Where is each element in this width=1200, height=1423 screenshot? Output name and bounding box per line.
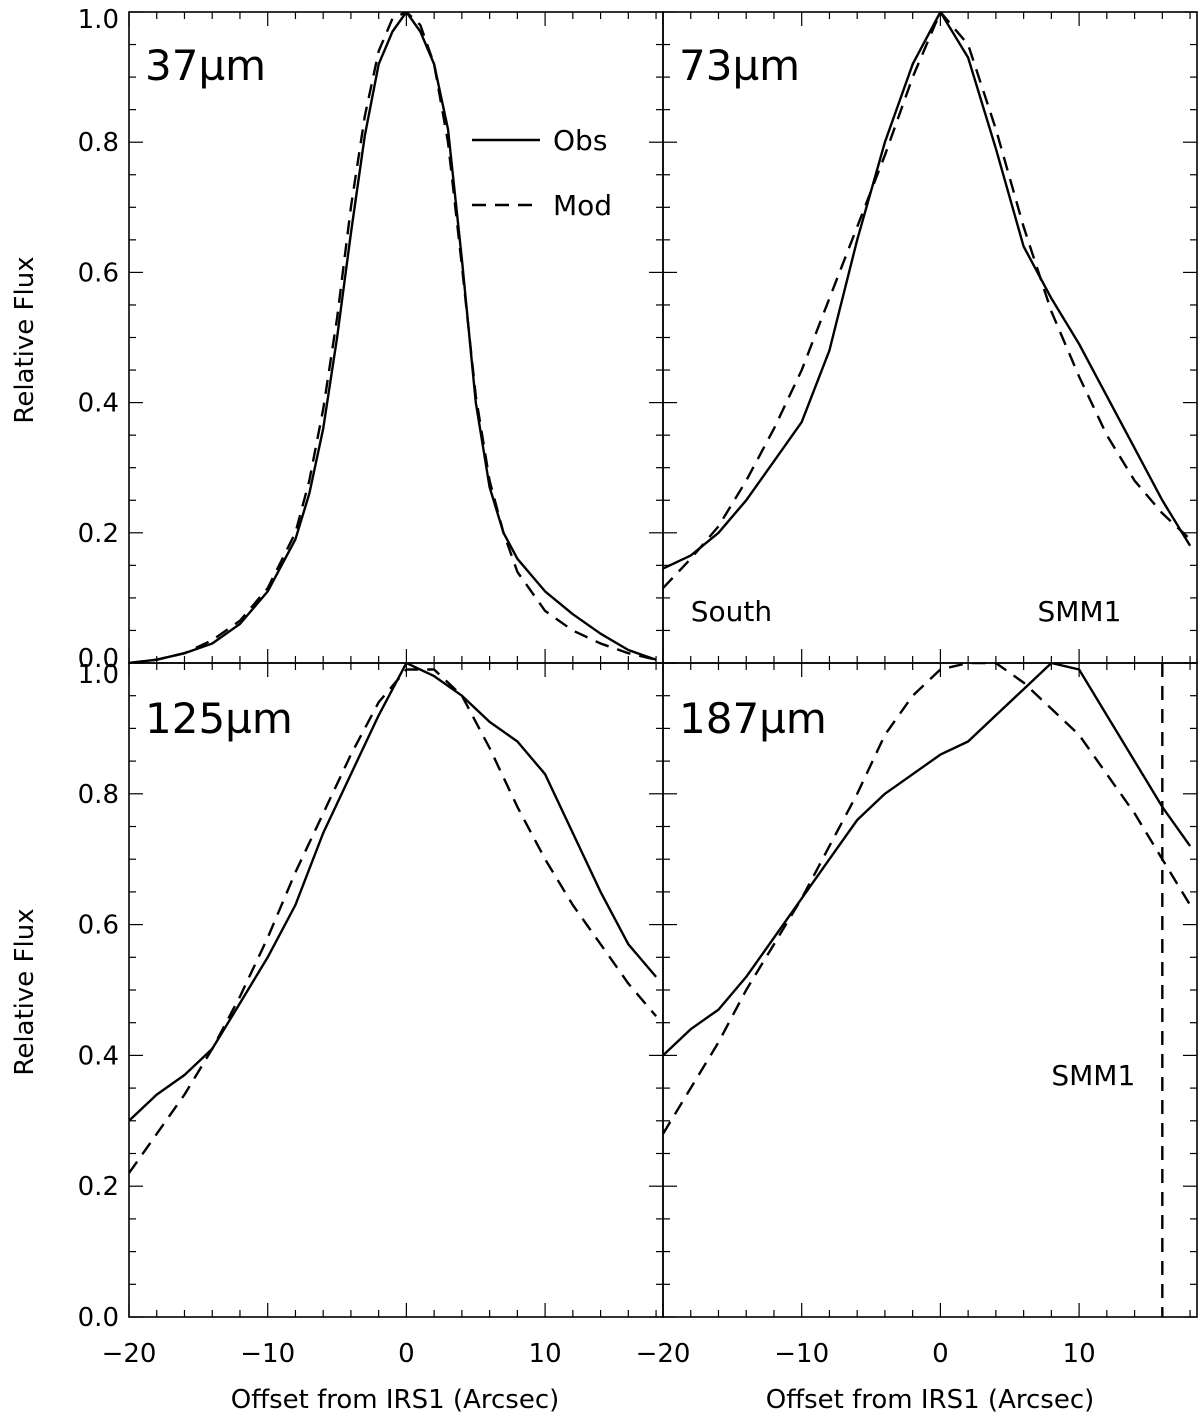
y-tick-label: 0.2 bbox=[78, 519, 119, 549]
y-tick-label: 0.0 bbox=[78, 644, 119, 674]
y-tick-label: 0.0 bbox=[78, 1303, 119, 1333]
x-tick-label: −10 bbox=[774, 1339, 829, 1369]
legend: Obs Mod bbox=[472, 124, 612, 222]
annotation-smm1: SMM1 bbox=[1051, 1059, 1135, 1092]
series-line-mod bbox=[129, 12, 657, 663]
x-tick-label: 0 bbox=[398, 1339, 415, 1369]
series-line-mod bbox=[129, 668, 658, 1174]
plot-frame bbox=[662, 11, 1198, 664]
series-line-obs bbox=[129, 663, 658, 1122]
y-tick-label: 0.2 bbox=[78, 1172, 119, 1202]
panel-label: 37µm bbox=[145, 41, 266, 90]
x-axis-title-right: Offset from IRS1 (Arcsec) bbox=[766, 1385, 1095, 1415]
series-line-obs bbox=[663, 663, 1192, 1057]
plot-frame bbox=[128, 662, 664, 1318]
y-tick-label: 0.8 bbox=[78, 128, 119, 158]
panel-label: 187µm bbox=[679, 694, 827, 743]
y-tick-label: 0.6 bbox=[78, 258, 119, 288]
y-tick-label: 0.4 bbox=[78, 1041, 119, 1071]
annotation-smm1: SMM1 bbox=[1037, 595, 1121, 628]
x-tick-label: −20 bbox=[102, 1339, 157, 1369]
y-tick-label: 0.6 bbox=[78, 911, 119, 941]
y-tick-label: 1.0 bbox=[78, 5, 119, 35]
panel-187um: −20 −10 0 10 187µm SMM1 bbox=[636, 662, 1198, 1369]
series-line-obs bbox=[129, 12, 657, 663]
x-tick-label: 0 bbox=[932, 1339, 949, 1369]
y-tick-label: 0.4 bbox=[78, 389, 119, 419]
legend-label-obs: Obs bbox=[553, 124, 607, 157]
panel-73um: 73µm South SMM1 bbox=[662, 11, 1198, 664]
x-tick-label: 10 bbox=[529, 1339, 562, 1369]
x-tick-label: 10 bbox=[1063, 1339, 1096, 1369]
series-line-mod bbox=[663, 663, 1192, 1135]
y-axis-title-top: Relative Flux bbox=[10, 256, 40, 423]
y-tick-label: 1.0 bbox=[78, 660, 119, 690]
y-tick-label: 0.8 bbox=[78, 780, 119, 810]
series-line-obs bbox=[663, 12, 1192, 570]
x-tick-label: −20 bbox=[636, 1339, 691, 1369]
x-axis-title-left: Offset from IRS1 (Arcsec) bbox=[231, 1385, 560, 1415]
panel-label: 73µm bbox=[679, 41, 800, 90]
plot-frame bbox=[128, 11, 664, 664]
panel-125um: 0.0 0.2 0.4 0.6 0.8 1.0 −20 −10 0 10 125µm bbox=[78, 660, 664, 1369]
panel-37um: 0.0 0.2 0.4 0.6 0.8 1.0 37µm Obs Mod bbox=[78, 5, 664, 674]
annotation-south: South bbox=[691, 595, 772, 628]
panel-label: 125µm bbox=[145, 694, 293, 743]
y-axis-title-bottom: Relative Flux bbox=[10, 908, 40, 1075]
x-tick-label: −10 bbox=[240, 1339, 295, 1369]
series-line-mod bbox=[663, 12, 1191, 589]
legend-label-mod: Mod bbox=[553, 189, 612, 222]
